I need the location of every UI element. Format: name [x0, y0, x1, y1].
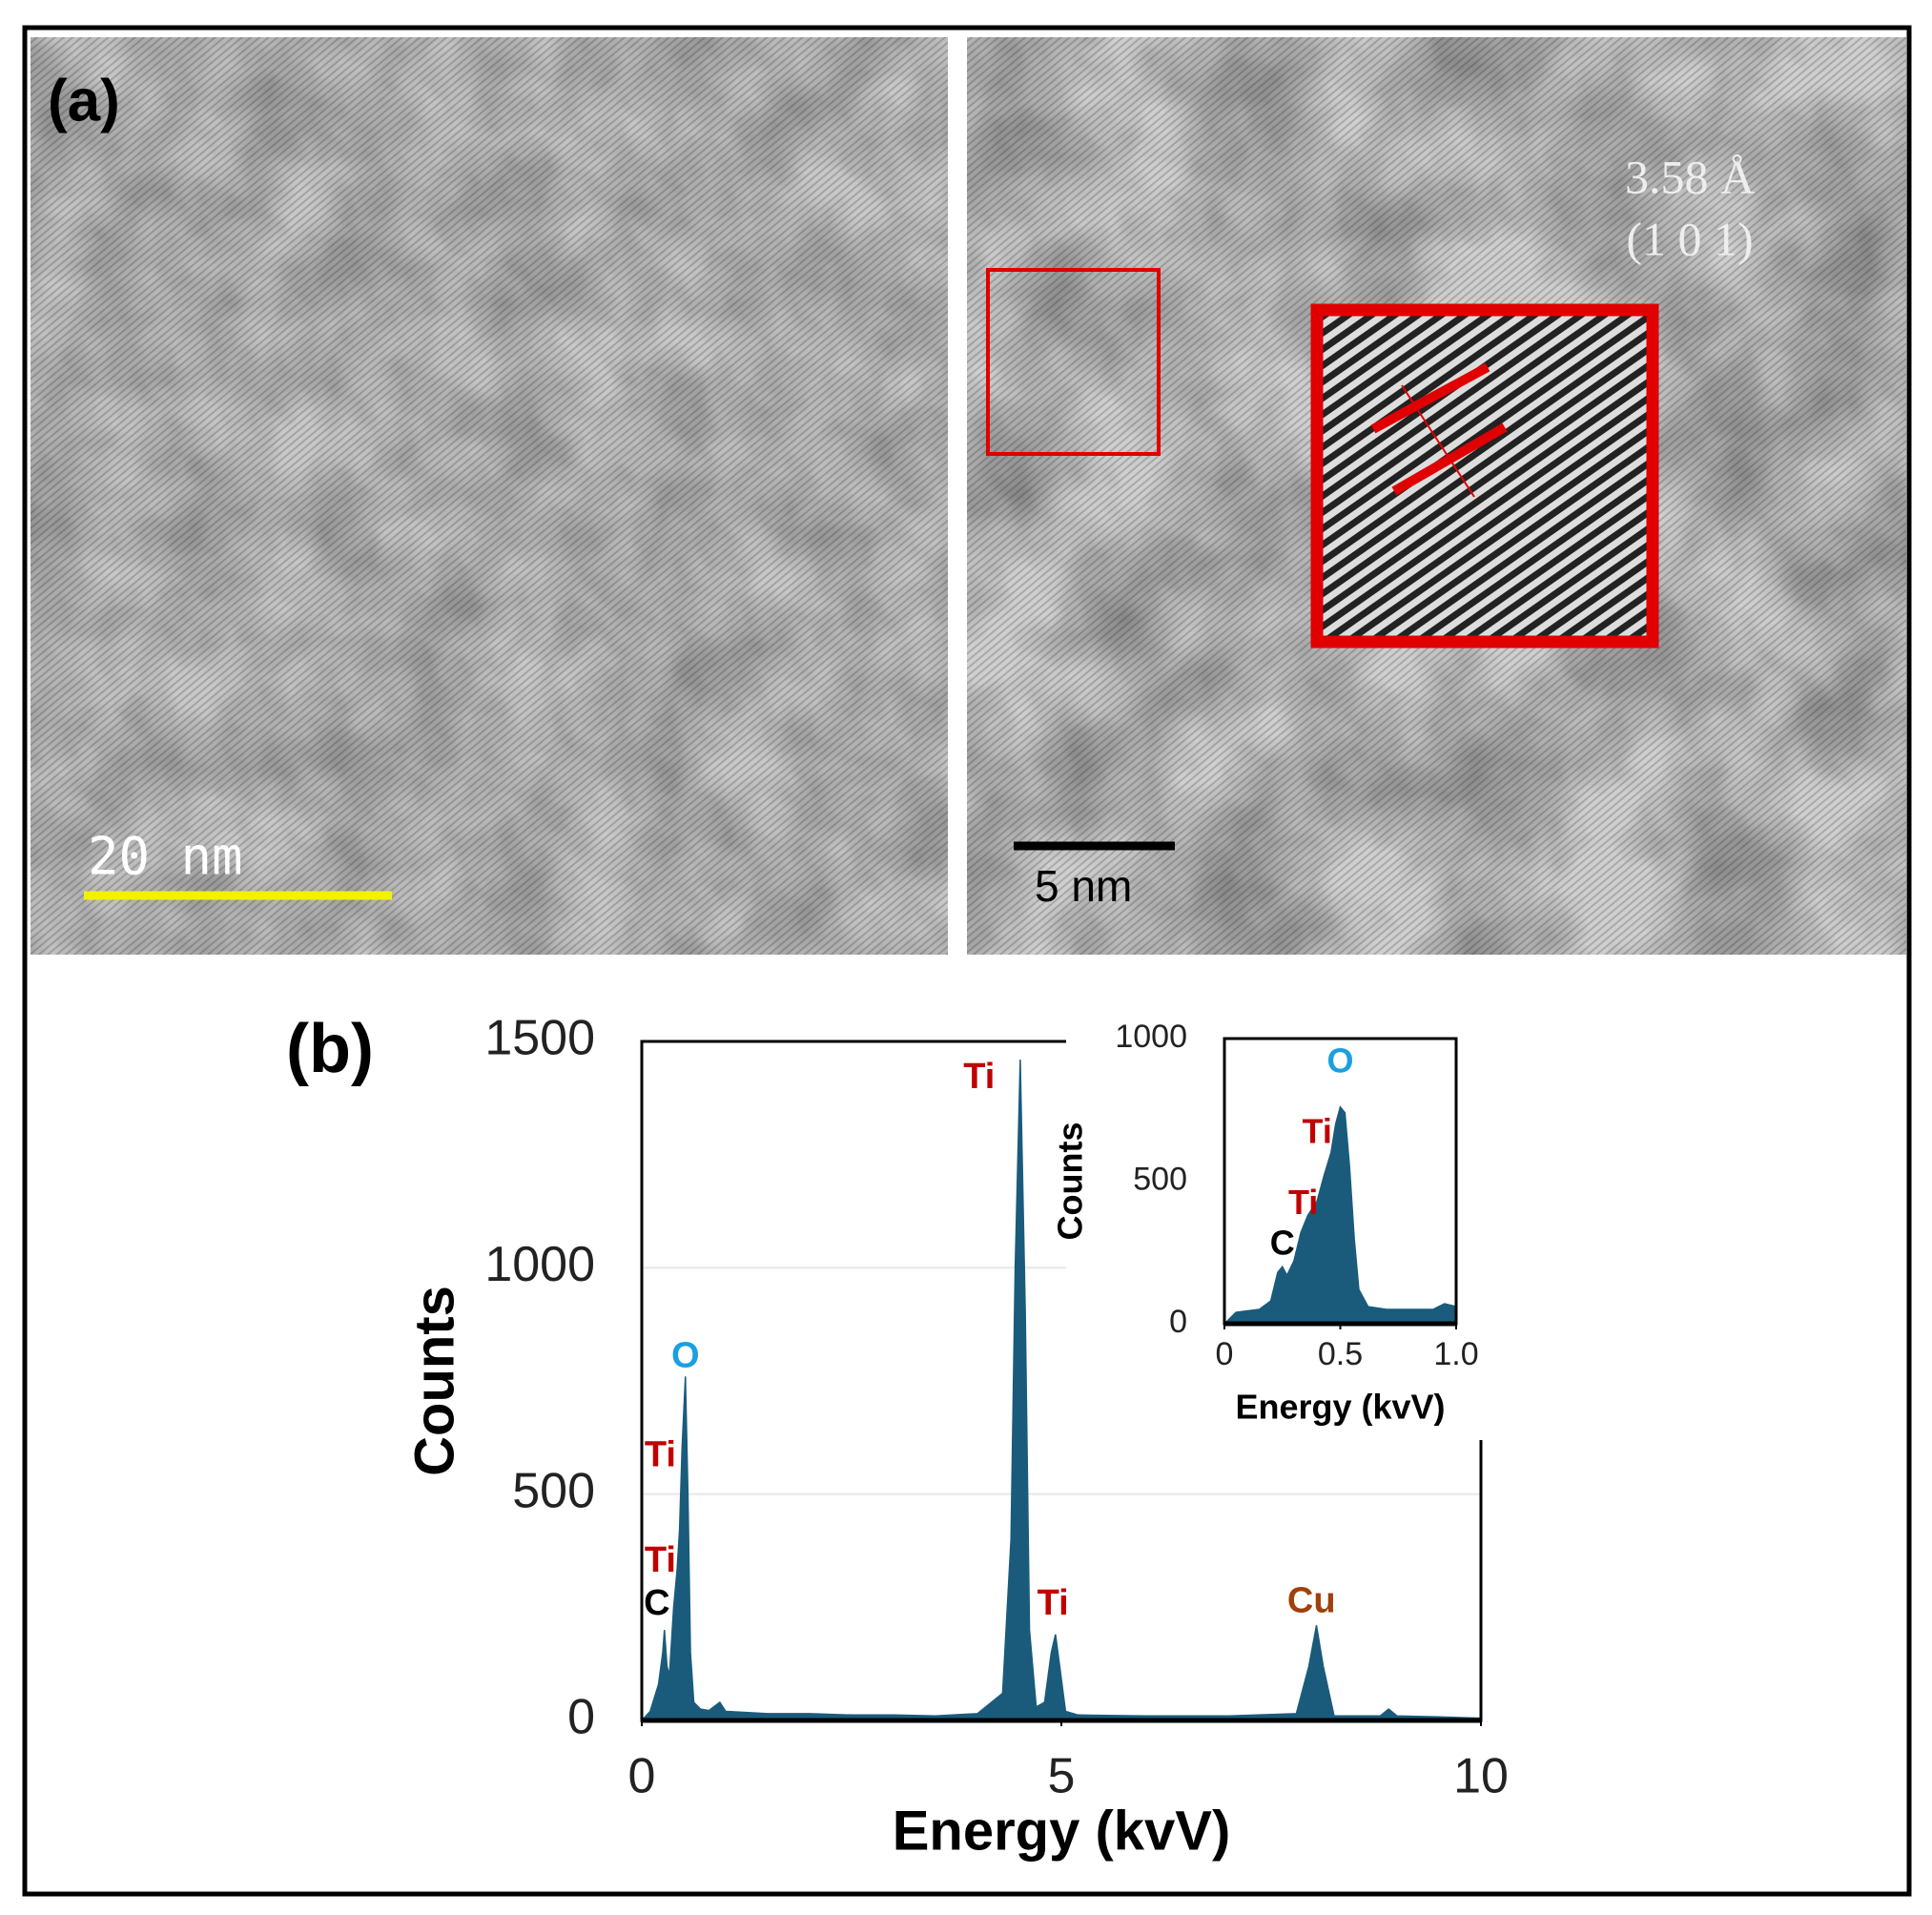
- peak-label: Ti: [645, 1540, 676, 1580]
- chart: 0 500 1000 1500 0 5 10 Energy (kvV) Counts Ti O Ti T…: [403, 1011, 1509, 1863]
- x-tick-label: 0.5: [1318, 1336, 1363, 1372]
- y-tick-label: 0: [567, 1690, 595, 1745]
- scale-label: 20 nm: [88, 827, 243, 887]
- plane-index: (1 0 1): [1626, 212, 1753, 265]
- spectrum-area: [640, 1059, 1482, 1721]
- x-axis-label: Energy (kvV): [1235, 1388, 1445, 1427]
- peak-label: O: [1326, 1041, 1353, 1081]
- d-spacing: 3.58 Å: [1625, 150, 1755, 203]
- peak-label: Ti: [1303, 1112, 1332, 1151]
- x-tick-label: 1.0: [1433, 1336, 1478, 1372]
- peak-label: Ti: [1288, 1183, 1318, 1222]
- y-tick-label: 500: [1133, 1161, 1187, 1197]
- peak-label: C: [1270, 1224, 1295, 1263]
- y-axis-label: Counts: [1051, 1122, 1090, 1241]
- selection-box: [986, 268, 1161, 456]
- x-tick-label: 0: [1216, 1336, 1234, 1372]
- scale-label: 5 nm: [1035, 861, 1132, 911]
- y-tick-label: 500: [512, 1463, 595, 1518]
- y-tick-label: 1000: [1115, 1019, 1187, 1055]
- peak-label: Ti: [963, 1057, 995, 1097]
- peak-label: C: [644, 1583, 669, 1623]
- tem-image-right: [967, 37, 1906, 955]
- peak-label: Ti: [1038, 1583, 1069, 1623]
- y-tick-label: 1500: [484, 1011, 595, 1066]
- y-axis-label: Counts: [403, 1286, 465, 1476]
- x-tick-label: 10: [1453, 1749, 1509, 1804]
- fft-inset: [1310, 303, 1659, 649]
- tem-image-left: [31, 37, 948, 955]
- peak-label: O: [671, 1335, 700, 1375]
- inset-background: [1066, 1011, 1488, 1440]
- y-tick-label: 0: [1169, 1304, 1187, 1340]
- y-tick-label: 1000: [484, 1237, 595, 1292]
- spectrum-area: [1223, 1105, 1457, 1325]
- x-tick-label: 0: [628, 1749, 656, 1804]
- panel-label: (a): [48, 68, 120, 134]
- panel-label: (b): [286, 1011, 374, 1087]
- peak-label: Ti: [645, 1434, 676, 1474]
- peak-label: Cu: [1287, 1581, 1336, 1621]
- x-axis-label: Energy (kvV): [893, 1800, 1231, 1862]
- x-tick-label: 5: [1048, 1749, 1076, 1804]
